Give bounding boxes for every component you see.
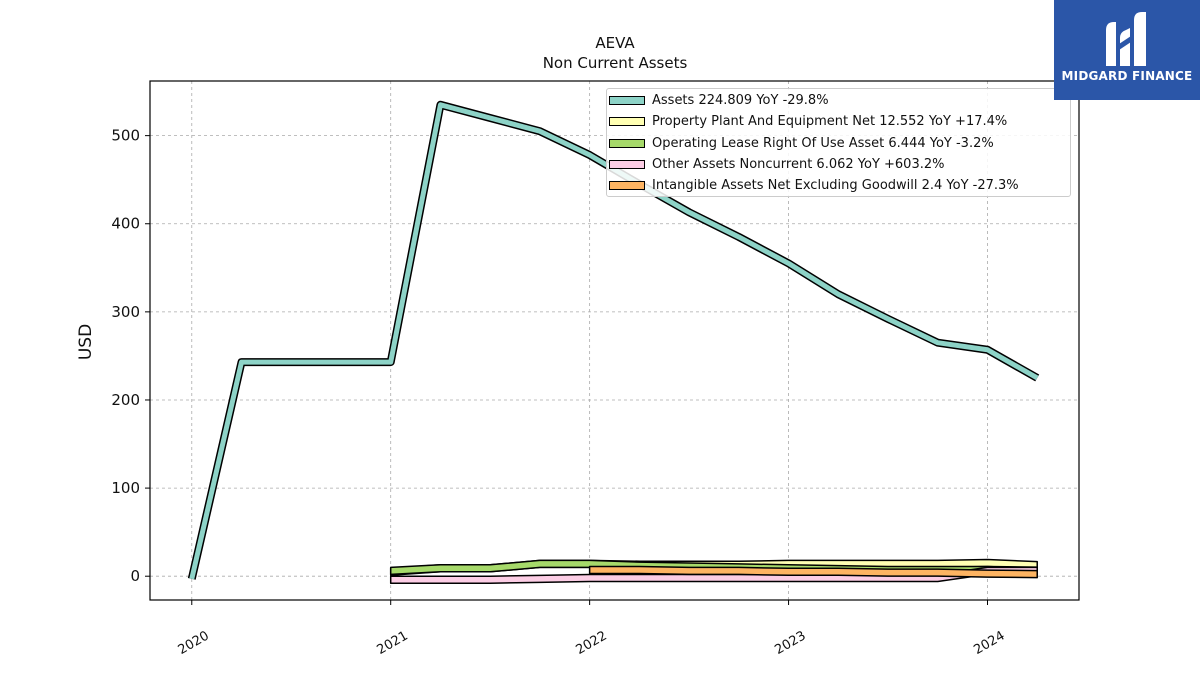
x-tick-label: 2022 bbox=[573, 628, 609, 658]
legend-swatch bbox=[609, 181, 645, 191]
legend-label: Assets 224.809 YoY -29.8% bbox=[652, 93, 829, 108]
legend-item: Operating Lease Right Of Use Asset 6.444… bbox=[607, 135, 1070, 156]
legend-item: Assets 224.809 YoY -29.8% bbox=[607, 92, 1070, 113]
legend-label: Operating Lease Right Of Use Asset 6.444… bbox=[652, 135, 994, 151]
y-tick-label: 200 bbox=[111, 391, 140, 409]
legend: Assets 224.809 YoY -29.8% Property Plant … bbox=[606, 88, 1071, 197]
y-axis-label: USD bbox=[76, 324, 96, 360]
legend-item: Property Plant And Equipment Net 12.552 … bbox=[607, 113, 1070, 134]
x-tick-label: 2024 bbox=[971, 628, 1007, 658]
y-tick-label: 0 bbox=[130, 567, 140, 585]
x-tick-label: 2023 bbox=[772, 628, 808, 658]
legend-swatch bbox=[609, 96, 645, 105]
legend-swatch bbox=[609, 159, 645, 169]
y-tick-label: 300 bbox=[111, 303, 140, 321]
logo-text: MIDGARD FINANCE bbox=[1061, 69, 1193, 83]
legend-item: Other Assets Noncurrent 6.062 YoY +603.2… bbox=[607, 156, 1070, 177]
chart-title: AEVA bbox=[595, 34, 635, 52]
plot-frame bbox=[149, 80, 1080, 601]
y-tick-label: 400 bbox=[111, 215, 140, 233]
series-layer bbox=[187, 100, 1040, 584]
x-tick-label: 2020 bbox=[176, 628, 212, 658]
legend-label: Property Plant And Equipment Net 12.552 … bbox=[652, 114, 1008, 130]
y-tick-label: 500 bbox=[111, 127, 140, 145]
y-tick-label: 100 bbox=[111, 479, 140, 497]
assets-line bbox=[189, 102, 1039, 580]
brand-logo: MIDGARD FINANCE bbox=[1054, 0, 1200, 100]
legend-swatch bbox=[609, 117, 645, 127]
series-band-4 bbox=[588, 565, 1038, 579]
logo-icon bbox=[1106, 12, 1146, 66]
legend-item: Intangible Assets Net Excluding Goodwill… bbox=[607, 177, 1070, 198]
x-tick-label: 2021 bbox=[375, 628, 411, 658]
legend-label: Other Assets Noncurrent 6.062 YoY +603.2… bbox=[652, 156, 945, 172]
chart-subtitle: Non Current Assets bbox=[543, 54, 688, 72]
legend-swatch bbox=[609, 138, 645, 148]
legend-label: Intangible Assets Net Excluding Goodwill… bbox=[652, 178, 1019, 194]
